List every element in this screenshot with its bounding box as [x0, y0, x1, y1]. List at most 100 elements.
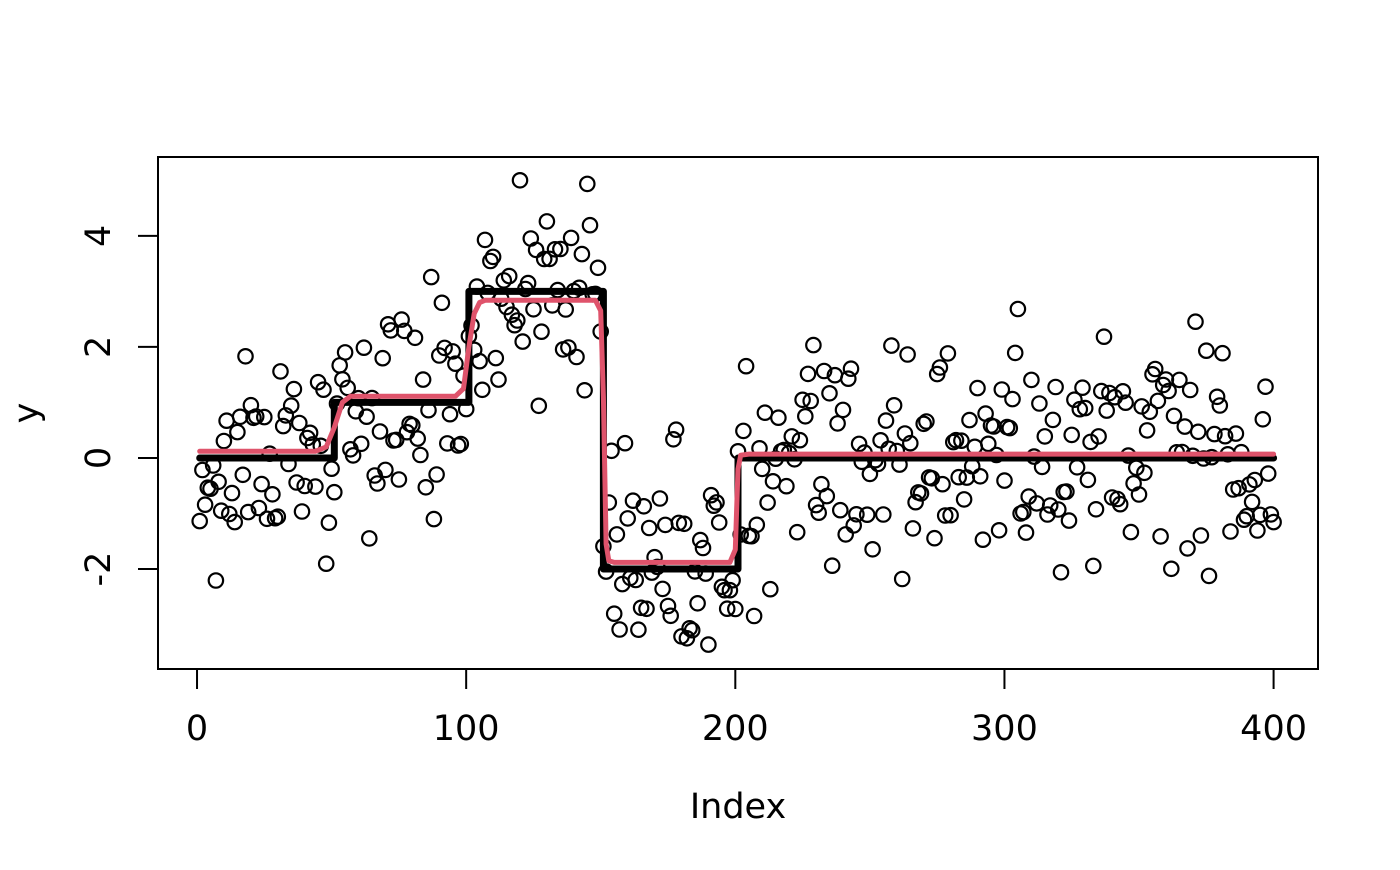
data-point: [546, 241, 564, 258]
data-point: [589, 259, 607, 277]
data-point: [377, 461, 394, 479]
data-point: [207, 572, 225, 589]
data-point: [1254, 410, 1272, 428]
data-point: [425, 510, 443, 528]
data-point: [1152, 528, 1169, 545]
data-point: [352, 435, 370, 453]
data-point: [942, 506, 959, 524]
data-point: [608, 526, 626, 543]
data-point: [899, 346, 916, 363]
data-point: [317, 555, 335, 572]
data-point: [315, 381, 332, 398]
data-point: [525, 300, 542, 318]
data-point: [710, 514, 728, 531]
data-point: [619, 510, 636, 527]
data-point: [896, 425, 914, 442]
data-point: [974, 531, 992, 548]
data-point: [934, 475, 951, 493]
data-point: [1009, 300, 1027, 318]
x-tick-label: 400: [1240, 709, 1307, 749]
data-point: [1004, 390, 1021, 408]
data-point: [250, 499, 268, 517]
data-point: [334, 370, 351, 388]
data-point: [285, 380, 303, 398]
data-point: [1189, 423, 1207, 441]
data-point: [842, 360, 860, 377]
data-point: [191, 512, 208, 530]
data-point: [226, 513, 243, 531]
data-point: [694, 539, 712, 557]
data-point: [288, 474, 305, 491]
data-point: [971, 467, 989, 485]
data-point: [1257, 378, 1274, 395]
data-point: [258, 510, 276, 528]
data-point: [355, 339, 373, 356]
plot-border-box: [157, 156, 1319, 670]
data-point: [447, 355, 464, 372]
data-point: [1214, 344, 1231, 362]
data-point: [484, 248, 502, 266]
data-point: [1243, 493, 1261, 511]
data-point: [1179, 540, 1196, 557]
data-point: [1066, 391, 1083, 408]
data-point: [369, 475, 386, 492]
y-tick-label: -2: [79, 552, 119, 587]
data-point: [1050, 501, 1067, 518]
data-point: [393, 311, 410, 328]
data-point: [611, 621, 628, 638]
data-point: [850, 435, 868, 453]
data-point: [374, 349, 391, 367]
data-point: [1085, 557, 1102, 575]
data-point: [1006, 344, 1024, 362]
data-point: [1206, 425, 1223, 443]
data-point: [635, 497, 653, 515]
data-point: [700, 636, 717, 653]
data-point: [1122, 523, 1140, 541]
data-point: [1265, 513, 1282, 531]
data-point: [557, 301, 574, 318]
data-point: [845, 517, 862, 534]
data-point: [716, 581, 733, 599]
data-point: [915, 415, 932, 433]
data-point: [1211, 397, 1229, 414]
data-point: [872, 431, 889, 449]
data-point: [264, 485, 281, 503]
data-point: [414, 371, 432, 388]
data-point: [979, 435, 997, 453]
data-point: [1036, 428, 1054, 445]
data-point: [834, 401, 852, 419]
data-point: [433, 294, 451, 312]
data-point: [1246, 471, 1264, 489]
data-point: [541, 250, 558, 268]
data-point: [753, 460, 771, 478]
data-point: [527, 241, 545, 259]
data-point: [918, 413, 935, 430]
data-point: [950, 468, 967, 486]
data-point: [831, 501, 849, 519]
x-tick-label: 100: [433, 709, 500, 749]
data-point: [1063, 426, 1080, 444]
data-point: [1093, 382, 1110, 400]
data-point: [277, 407, 295, 424]
data-point: [1149, 392, 1167, 410]
data-point: [823, 557, 841, 574]
data-point: [837, 526, 854, 543]
data-point: [1235, 511, 1253, 528]
data-point: [196, 496, 214, 513]
data-point: [818, 487, 836, 505]
data-point: [218, 412, 235, 429]
data-point: [390, 471, 408, 488]
data-point: [724, 571, 741, 589]
data-point: [627, 571, 644, 589]
y-axis-title: y: [7, 403, 47, 424]
data-point: [683, 621, 701, 639]
data-point: [452, 435, 470, 453]
data-point: [1181, 381, 1199, 399]
data-point: [274, 417, 292, 435]
data-point: [1163, 560, 1180, 578]
data-point: [422, 268, 440, 286]
data-point: [1114, 382, 1132, 400]
data-point: [1216, 427, 1234, 445]
data-point: [503, 306, 521, 323]
